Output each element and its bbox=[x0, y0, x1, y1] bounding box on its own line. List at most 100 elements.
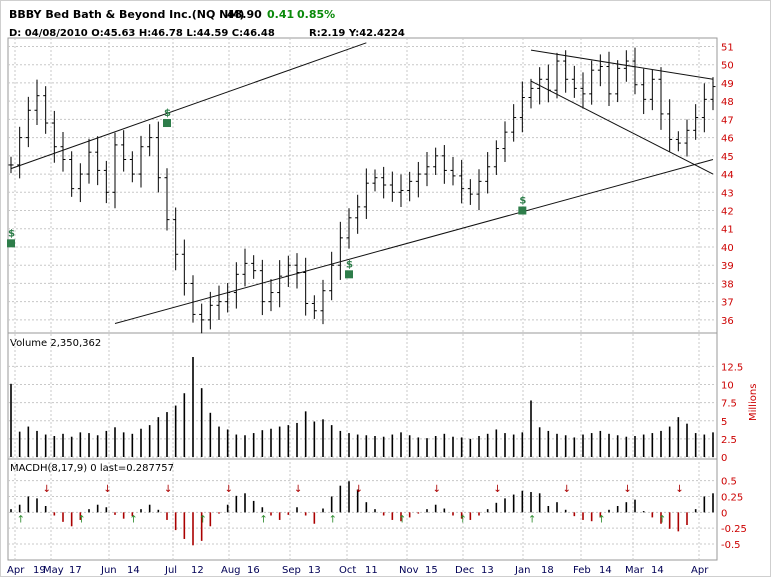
x-month-label: Jun bbox=[100, 565, 117, 576]
x-day-label: 14 bbox=[599, 565, 612, 576]
up-arrow-icon: ↑ bbox=[528, 515, 536, 526]
x-day-label: 13 bbox=[481, 565, 494, 576]
volume-tick-label: 10 bbox=[721, 381, 734, 392]
dividend-markers: $ $ $ $ bbox=[7, 108, 527, 279]
down-arrow-icon: ↓ bbox=[103, 484, 111, 495]
x-day-label: 16 bbox=[247, 565, 260, 576]
up-arrow-icon: ↑ bbox=[398, 515, 406, 526]
dollar-sign-icon: $ bbox=[8, 228, 15, 239]
x-day-label: 13 bbox=[308, 565, 321, 576]
up-arrow-icon: ↑ bbox=[259, 515, 267, 526]
trendlines bbox=[10, 42, 714, 325]
price-tick-label: 36 bbox=[721, 316, 734, 327]
macd-signal-arrows: ↓ ↓ ↓ ↓ ↓ ↓ ↓ ↓ ↓ ↓ ↓ ↑ ↑ ↑ ↑ ↑ ↑ ↑ ↑ ↑ ↑ ↑ bbox=[17, 484, 684, 526]
down-arrow-icon: ↓ bbox=[675, 484, 683, 495]
x-month-label: May bbox=[43, 565, 64, 576]
x-month-label: Sep bbox=[282, 565, 301, 576]
volume-tick-label: 2.5 bbox=[721, 435, 737, 446]
chart-title: BBBY Bed Bath & Beyond Inc.(NQ NM) bbox=[9, 8, 244, 21]
price-tick-label: 47 bbox=[721, 115, 734, 126]
x-month-label: Oct bbox=[339, 565, 356, 576]
macd-histogram bbox=[10, 481, 714, 546]
price-tick-label: 39 bbox=[721, 261, 734, 272]
up-arrow-icon: ↑ bbox=[77, 515, 85, 526]
price-tick-label: 45 bbox=[721, 152, 734, 163]
x-day-label: 14 bbox=[651, 565, 664, 576]
cursor-readout: R:2.19 Y:42.4224 bbox=[309, 28, 405, 39]
y-axis-ticks: 36 37 38 39 40 41 42 43 44 45 46 47 48 49 50 51 0 2.5 5 7.5… bbox=[721, 42, 747, 551]
volume-tick-label: 0 bbox=[721, 453, 727, 464]
x-month-label: Apr bbox=[7, 565, 25, 576]
price-tick-label: 51 bbox=[721, 42, 734, 53]
price-tick-label: 50 bbox=[721, 61, 734, 72]
volume-tick-label: 5 bbox=[721, 417, 727, 428]
x-day-label: 12 bbox=[191, 565, 204, 576]
x-day-label: 17 bbox=[69, 565, 82, 576]
x-month-label: Mar bbox=[625, 565, 645, 576]
price-tick-label: 41 bbox=[721, 225, 734, 236]
x-day-label: 11 bbox=[365, 565, 378, 576]
wedge-top-line bbox=[530, 49, 714, 80]
macd-panel-frame bbox=[7, 458, 718, 561]
volume-bars bbox=[10, 357, 714, 457]
price-tick-label: 42 bbox=[721, 207, 734, 218]
macd-label: MACDH(8,17,9) 0 last=0.287757 bbox=[10, 463, 174, 474]
price-tick-label: 40 bbox=[721, 243, 734, 254]
x-day-label: 15 bbox=[425, 565, 438, 576]
down-arrow-icon: ↓ bbox=[623, 484, 631, 495]
up-arrow-icon: ↑ bbox=[329, 515, 337, 526]
x-day-label: 19 bbox=[33, 565, 46, 576]
price-tick-label: 49 bbox=[721, 79, 734, 90]
macd-tick-label: 0 bbox=[721, 508, 727, 519]
up-arrow-icon: ↑ bbox=[597, 515, 605, 526]
x-month-label: Apr bbox=[691, 565, 709, 576]
dollar-sign-icon: $ bbox=[164, 108, 171, 119]
volume-tick-label: 7.5 bbox=[721, 399, 737, 410]
macd-tick-label: 0.5 bbox=[721, 477, 737, 488]
price-tick-label: 48 bbox=[721, 97, 734, 108]
dividend-marker bbox=[163, 119, 171, 128]
price-bars bbox=[8, 47, 716, 334]
price-tick-label: 38 bbox=[721, 279, 734, 290]
x-month-label: Jan bbox=[514, 565, 530, 576]
macd-tick-label: 0.25 bbox=[721, 492, 743, 503]
macd-tick-label: -0.5 bbox=[721, 540, 741, 551]
up-arrow-icon: ↑ bbox=[17, 515, 25, 526]
up-arrow-icon: ↑ bbox=[658, 515, 666, 526]
price-panel-frame bbox=[7, 37, 718, 334]
upper-channel-line bbox=[10, 42, 367, 170]
x-month-label: Nov bbox=[399, 565, 419, 576]
volume-units-label: Millions bbox=[748, 384, 759, 421]
x-month-label: Jul bbox=[164, 565, 177, 576]
gridlines bbox=[8, 38, 717, 560]
down-arrow-icon: ↓ bbox=[563, 484, 571, 495]
x-month-label: Dec bbox=[455, 565, 474, 576]
down-arrow-icon: ↓ bbox=[225, 484, 233, 495]
price-tick-label: 37 bbox=[721, 298, 734, 309]
price-tick-label: 46 bbox=[721, 134, 734, 145]
x-month-label: Feb bbox=[573, 565, 591, 576]
dividend-marker bbox=[7, 239, 15, 248]
dollar-sign-icon: $ bbox=[346, 259, 353, 270]
volume-tick-label: 12.5 bbox=[721, 362, 743, 373]
price-tick-label: 43 bbox=[721, 188, 734, 199]
down-arrow-icon: ↓ bbox=[493, 484, 501, 495]
price-change-percent: 0.85% bbox=[297, 8, 335, 21]
x-day-label: 14 bbox=[127, 565, 140, 576]
wedge-bottom-line bbox=[530, 80, 714, 175]
volume-label: Volume 2,350,362 bbox=[10, 338, 101, 349]
dividend-marker bbox=[345, 270, 353, 279]
last-price: 48.90 bbox=[227, 8, 262, 21]
up-arrow-icon: ↑ bbox=[459, 515, 467, 526]
price-tick-label: 44 bbox=[721, 170, 734, 181]
up-arrow-icon: ↑ bbox=[199, 515, 207, 526]
price-change: 0.41 bbox=[267, 8, 294, 21]
x-month-label: Aug bbox=[221, 565, 241, 576]
down-arrow-icon: ↓ bbox=[355, 484, 363, 495]
x-day-label: 18 bbox=[541, 565, 554, 576]
down-arrow-icon: ↓ bbox=[433, 484, 441, 495]
down-arrow-icon: ↓ bbox=[294, 484, 302, 495]
